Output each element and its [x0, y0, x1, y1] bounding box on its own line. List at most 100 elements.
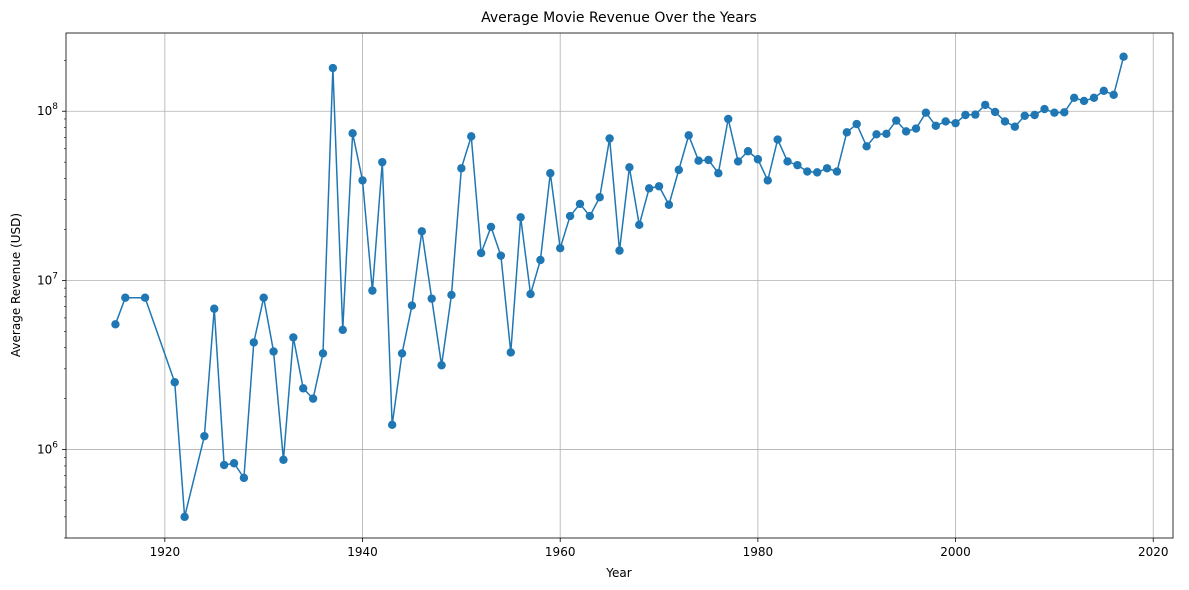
data-point [911, 124, 921, 133]
x-tick-label: 1920 [150, 545, 181, 559]
data-point [516, 213, 525, 222]
data-point [832, 167, 842, 176]
data-point [714, 169, 723, 178]
data-point [743, 147, 753, 156]
data-point [348, 129, 357, 138]
data-point [625, 163, 634, 172]
data-point [556, 243, 565, 253]
data-point [862, 142, 871, 151]
y-tick-base: 10 [37, 443, 52, 457]
data-point [486, 222, 496, 232]
data-point [981, 100, 990, 110]
y-tick-label: 106 [37, 441, 58, 457]
y-tick-label: 107 [37, 271, 58, 287]
data-point [565, 211, 575, 221]
data-point [1040, 104, 1049, 114]
data-point [328, 63, 338, 73]
data-point [941, 117, 950, 126]
data-point [506, 348, 515, 357]
data-point [1010, 122, 1020, 131]
data-point [605, 134, 614, 143]
data-point [1109, 90, 1118, 100]
data-point [249, 338, 258, 347]
x-tick-label: 1960 [545, 545, 576, 559]
data-point [387, 420, 397, 430]
data-point [615, 246, 624, 255]
data-point [990, 107, 1000, 117]
data-point [961, 110, 970, 120]
x-tick-label: 2020 [1138, 545, 1169, 559]
data-point [1060, 108, 1069, 117]
y-tick-exponent: 8 [52, 102, 58, 112]
data-point [674, 165, 683, 175]
data-point [417, 227, 427, 236]
data-point [654, 182, 664, 191]
y-axis-label: Average Revenue (USD) [9, 213, 23, 357]
data-point [1119, 52, 1128, 61]
data-point [842, 128, 852, 137]
data-point [635, 220, 644, 230]
data-point [664, 200, 674, 209]
data-point [338, 325, 347, 335]
data-point [407, 301, 417, 310]
data-point [368, 286, 377, 295]
data-point [783, 157, 792, 166]
data-point [901, 127, 911, 136]
data-point [1089, 93, 1099, 103]
data-point [793, 160, 802, 170]
data-point [931, 121, 940, 130]
data-point [684, 131, 693, 140]
data-point [971, 110, 980, 119]
data-point [170, 378, 179, 387]
data-point [289, 333, 298, 342]
data-point [921, 108, 931, 117]
data-point [575, 199, 585, 209]
data-point [1069, 93, 1079, 103]
data-point [299, 384, 308, 393]
data-point [111, 320, 120, 329]
data-point [210, 304, 219, 313]
data-point [427, 294, 436, 303]
data-point [457, 164, 466, 173]
chart-title: Average Movie Revenue Over the Years [481, 10, 757, 26]
data-point [694, 156, 703, 165]
data-point [259, 293, 268, 302]
data-point [219, 460, 229, 470]
x-tick-label: 1940 [347, 545, 378, 559]
y-tick-exponent: 6 [52, 441, 58, 451]
data-point [140, 293, 150, 302]
data-point [447, 290, 456, 300]
data-point [378, 157, 387, 167]
data-point [753, 155, 763, 164]
data-point [763, 176, 772, 185]
data-point [318, 349, 328, 358]
series [111, 52, 1128, 522]
data-point [852, 119, 861, 129]
data-point [892, 116, 901, 125]
data-point [476, 248, 486, 258]
data-point [437, 361, 446, 370]
data-point [546, 169, 555, 178]
data-point [585, 211, 595, 221]
plot-frame [65, 32, 1174, 539]
y-tick-label: 108 [37, 102, 58, 118]
data-point [704, 155, 713, 165]
data-point [882, 129, 891, 139]
data-point [773, 135, 782, 144]
data-point [951, 118, 960, 128]
data-point [644, 184, 654, 193]
data-point [229, 459, 239, 468]
data-point [121, 293, 130, 302]
data-point [279, 455, 288, 464]
data-point [1050, 108, 1059, 117]
data-point [1079, 96, 1089, 106]
data-point [526, 289, 535, 299]
y-tick-exponent: 7 [52, 271, 58, 281]
data-point [595, 193, 604, 202]
x-axis-label: Year [605, 566, 631, 580]
data-point [724, 114, 733, 124]
data-point [1020, 111, 1029, 120]
